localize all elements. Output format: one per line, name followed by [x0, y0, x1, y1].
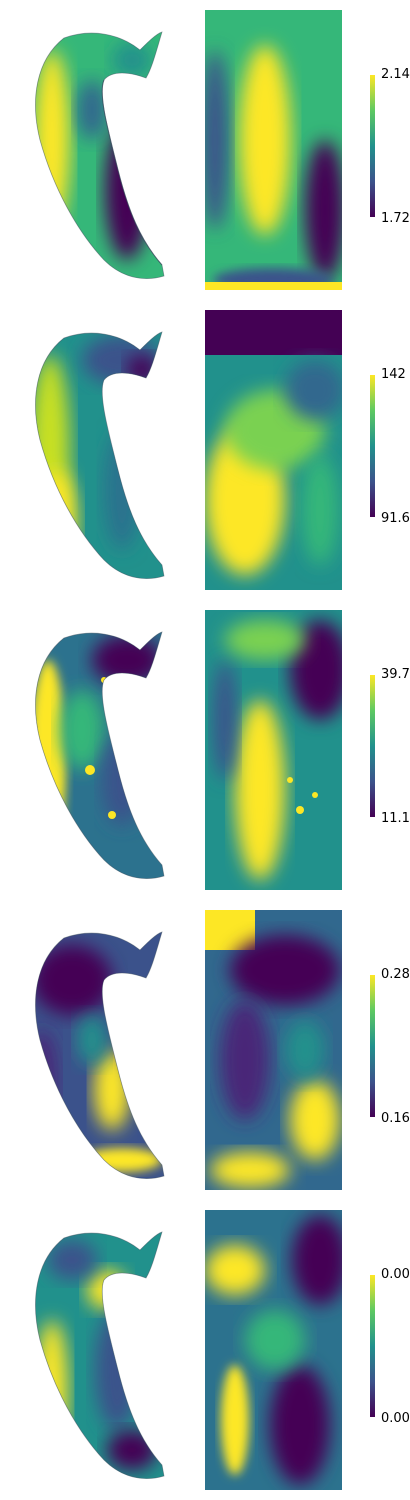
panel-4: 0.28 0.16 — [0, 900, 410, 1200]
panel-1: 2.14 1.72 — [0, 0, 410, 300]
colorbar-max-label: 142 — [381, 367, 406, 382]
panel-5: 0.00 0.00 — [0, 1200, 410, 1500]
hippocampus-surface-1 — [35, 31, 165, 279]
colorbar-min-label: 11.1 — [381, 811, 410, 826]
colorbar-min-label: 1.72 — [381, 211, 410, 226]
hippocampus-surface-5 — [35, 1231, 165, 1479]
flatmap-5 — [205, 1210, 342, 1490]
colorbar-5 — [370, 1275, 375, 1417]
colorbar-max-label: 39.7 — [381, 667, 410, 682]
panel-2: 142 91.6 — [0, 300, 410, 600]
flatmap-3 — [205, 610, 342, 890]
flatmap-4 — [205, 910, 342, 1190]
colorbar-3 — [370, 675, 375, 817]
colorbar-2 — [370, 375, 375, 517]
colorbar-min-label: 91.6 — [381, 511, 410, 526]
colorbar-min-label: 0.16 — [381, 1111, 410, 1126]
hippocampus-surface-4 — [35, 931, 165, 1179]
colorbar-4 — [370, 975, 375, 1117]
flatmap-1 — [205, 10, 342, 290]
colorbar-min-label: 0.00 — [381, 1411, 410, 1426]
flatmap-2 — [205, 310, 342, 590]
panel-3: 39.7 11.1 — [0, 600, 410, 900]
hippocampus-surface-2 — [35, 331, 165, 579]
colorbar-max-label: 2.14 — [381, 67, 410, 82]
colorbar-max-label: 0.00 — [381, 1267, 410, 1282]
hippocampus-surface-3 — [35, 631, 165, 879]
colorbar-1 — [370, 75, 375, 217]
colorbar-max-label: 0.28 — [381, 967, 410, 982]
